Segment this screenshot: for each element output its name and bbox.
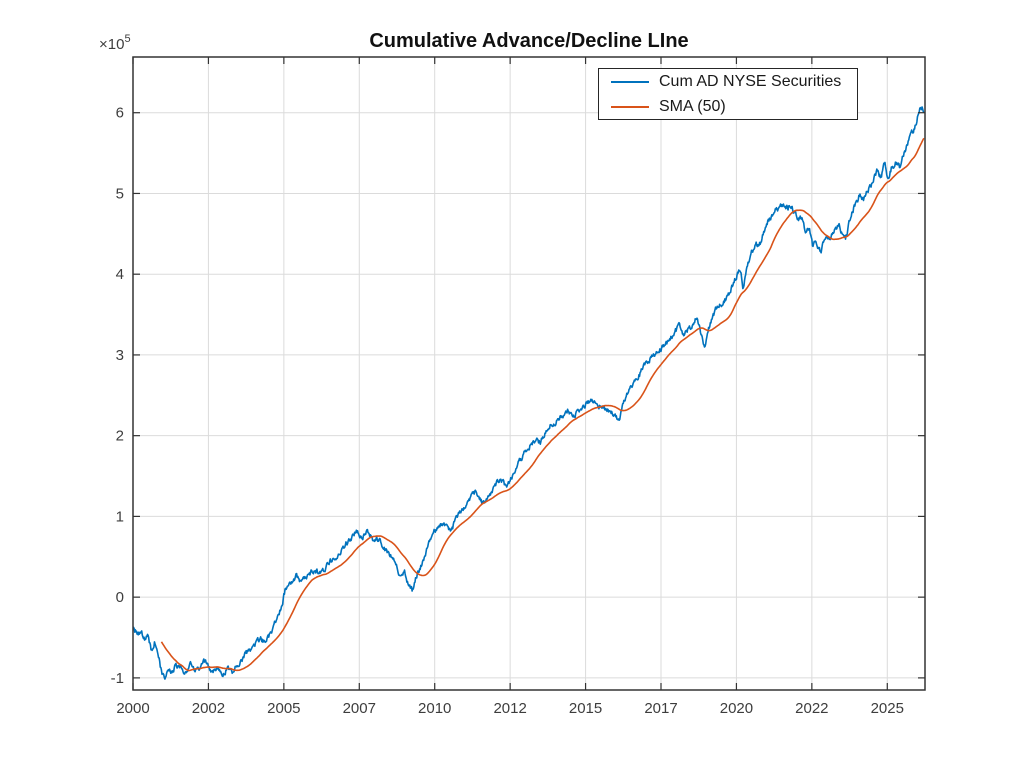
legend: Cum AD NYSE Securities SMA (50) [598, 68, 858, 120]
legend-label-sma: SMA (50) [659, 97, 726, 115]
legend-entry-sma: SMA (50) [599, 94, 857, 119]
x-tick-label: 2025 [871, 700, 904, 717]
y-tick-label: 2 [116, 428, 124, 445]
y-tick-label: 0 [116, 589, 124, 606]
sma-line-swatch [611, 105, 649, 108]
y-tick-label: 4 [116, 266, 124, 283]
y-tick-label: 1 [116, 508, 124, 525]
grid-layer [132, 57, 925, 690]
cum-ad-line [133, 106, 925, 680]
x-tick-label: 2007 [343, 700, 376, 717]
tick-labels: 2000 2002 2005 2007 2010 2012 2015 2017 2020 2022… [111, 105, 904, 717]
chart-title: Cumulative Advance/Decline LIne [369, 30, 688, 52]
y-axis-exponent-label: ×105 [99, 33, 131, 53]
x-tick-label: 2002 [192, 700, 225, 717]
legend-label-cum-ad: Cum AD NYSE Securities [659, 72, 842, 90]
y-tick-label: -1 [111, 670, 124, 687]
axes-box [132, 56, 926, 691]
series-layer [133, 106, 925, 680]
x-tick-label: 2015 [569, 700, 602, 717]
sma-line [160, 137, 925, 672]
legend-entry-cum-ad: Cum AD NYSE Securities [599, 69, 857, 94]
x-tick-label: 2020 [720, 700, 753, 717]
x-tick-label: 2010 [418, 700, 451, 717]
x-tick-label: 2012 [493, 700, 526, 717]
y-tick-label: 3 [116, 347, 124, 364]
x-tick-label: 2005 [267, 700, 300, 717]
cum-ad-line-swatch [611, 80, 649, 83]
x-tick-label: 2022 [795, 700, 828, 717]
y-tick-label: 5 [116, 185, 124, 202]
plot-border [132, 56, 926, 691]
x-tick-label: 2017 [644, 700, 677, 717]
y-tick-label: 6 [116, 105, 124, 122]
x-tick-label: 2000 [116, 700, 149, 717]
